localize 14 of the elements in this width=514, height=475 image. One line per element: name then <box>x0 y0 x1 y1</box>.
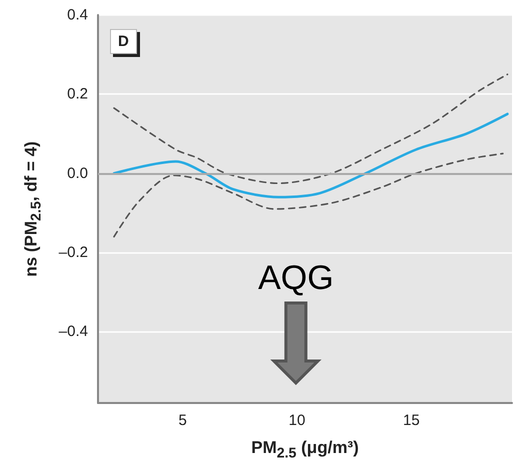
y-tick-label: –0.2 <box>58 244 88 262</box>
x-tick-label: 5 <box>178 412 187 429</box>
line-series <box>112 112 509 198</box>
annotation: D <box>110 29 137 54</box>
x-tick-label: 15 <box>403 412 420 429</box>
x-tick-label: 10 <box>288 412 306 429</box>
x-axis-title: PM$_{2.5}$ (μg/m³) <box>251 438 359 462</box>
line-series <box>113 152 504 238</box>
y-tick-label: 0.0 <box>67 164 88 182</box>
y-tick-label: 0.2 <box>67 86 88 103</box>
y-tick-label: –0.4 <box>58 323 88 340</box>
line-series <box>113 74 508 184</box>
y-tick-label: 0.4 <box>67 6 88 24</box>
annotation: AQG <box>258 259 334 298</box>
